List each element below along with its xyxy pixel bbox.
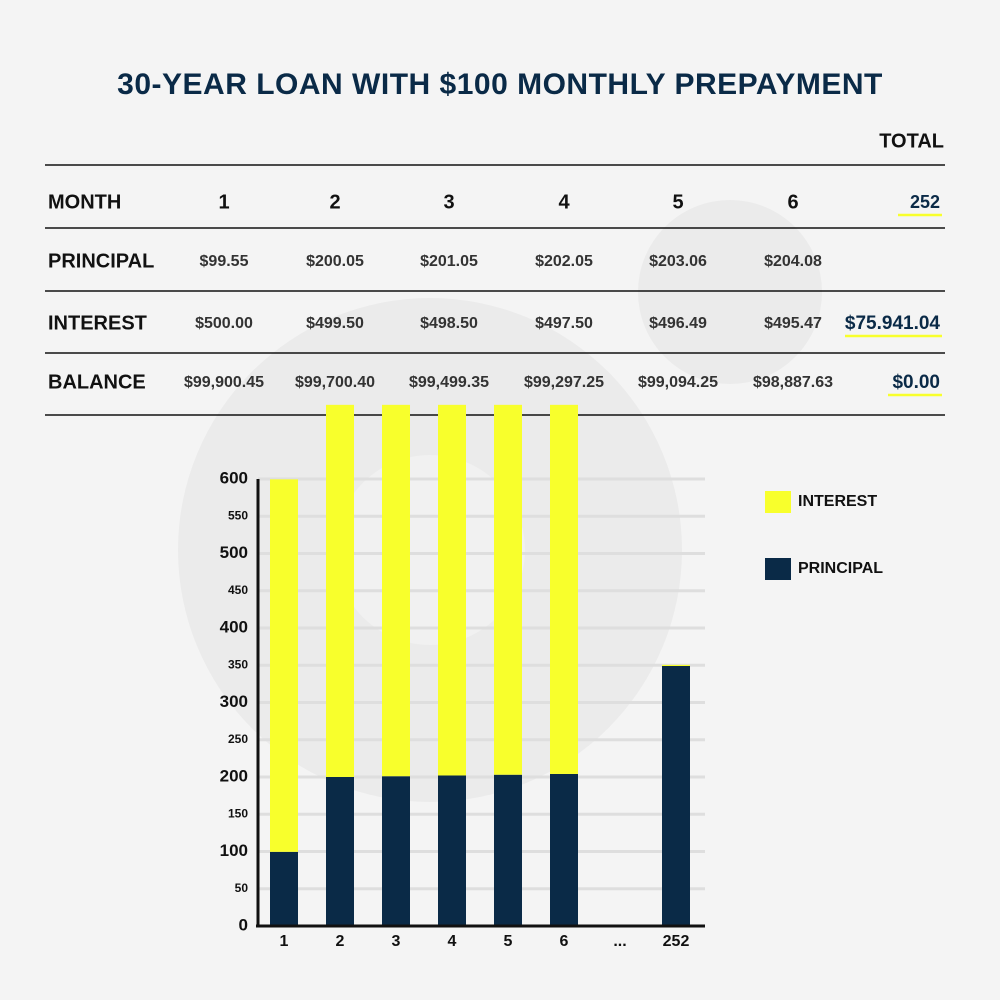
cell: $201.05	[420, 253, 478, 270]
y-tick-label: 350	[228, 657, 248, 671]
y-tick-label: 150	[228, 806, 248, 820]
x-tick-label: 6	[560, 933, 569, 950]
y-tick-label: 500	[220, 543, 248, 562]
total-header: TOTAL	[879, 130, 944, 152]
bar-segment	[662, 665, 690, 926]
cell: $98,887.63	[753, 374, 833, 391]
legend-swatch	[765, 558, 791, 580]
total: $75.941.04	[845, 313, 941, 334]
cell: $99.55	[200, 253, 249, 270]
x-tick-label: 3	[392, 933, 401, 950]
cell: $99,900.45	[184, 374, 264, 391]
total: $0.00	[892, 372, 940, 393]
y-tick-label: 50	[235, 881, 249, 895]
y-tick-label: 450	[228, 583, 248, 597]
bar-segment	[438, 404, 466, 776]
bar-segment	[382, 776, 410, 926]
bar-segment	[550, 404, 578, 774]
cell: 2	[329, 191, 340, 213]
cell: $204.08	[764, 253, 822, 270]
cell: $99,499.35	[409, 374, 489, 391]
y-tick-label: 300	[220, 692, 248, 711]
y-tick-label: 100	[220, 841, 248, 860]
x-tick-label: ...	[613, 933, 626, 950]
cell: 6	[787, 191, 798, 213]
cell: $99,297.25	[524, 374, 604, 391]
bar-segment	[326, 404, 354, 777]
cell: $202.05	[535, 253, 593, 270]
row-label: BALANCE	[48, 371, 146, 393]
cell: 4	[558, 191, 570, 213]
y-tick-label: 200	[220, 766, 248, 785]
cell: $495.47	[764, 315, 822, 332]
decor-circle	[638, 200, 822, 384]
row-label: MONTH	[48, 191, 121, 213]
bar-segment	[494, 774, 522, 926]
x-tick-label: 4	[448, 933, 457, 950]
bar-segment	[326, 776, 354, 926]
y-tick-label: 0	[239, 915, 248, 934]
y-tick-label: 600	[220, 468, 248, 487]
cell: 1	[218, 191, 229, 213]
y-tick-label: 400	[220, 617, 248, 636]
bar-segment	[270, 851, 298, 926]
cell: $203.06	[649, 253, 707, 270]
cell: $200.05	[306, 253, 364, 270]
cell: $500.00	[195, 315, 253, 332]
x-tick-label: 5	[504, 933, 513, 950]
x-tick-label: 1	[280, 933, 289, 950]
row-label: PRINCIPAL	[48, 250, 154, 272]
row-label: INTEREST	[48, 312, 147, 334]
cell: $497.50	[535, 315, 593, 332]
bar-segment	[438, 775, 466, 926]
title: 30-YEAR LOAN WITH $100 MONTHLY PREPAYMEN…	[117, 68, 883, 101]
legend-label: PRINCIPAL	[798, 560, 883, 577]
x-tick-label: 2	[336, 933, 345, 950]
y-tick-label: 550	[228, 508, 248, 522]
bar-segment	[550, 773, 578, 926]
y-tick-label: 250	[228, 732, 248, 746]
bar-segment	[662, 664, 690, 666]
total: 252	[910, 192, 940, 212]
cell: $99,094.25	[638, 374, 718, 391]
cell: $496.49	[649, 315, 707, 332]
legend-swatch	[765, 491, 791, 513]
cell: $99,700.40	[295, 374, 375, 391]
legend-label: INTEREST	[798, 493, 877, 510]
bar-segment	[270, 479, 298, 852]
x-tick-label: 252	[663, 933, 690, 950]
bar-segment	[382, 404, 410, 777]
cell: 3	[443, 191, 454, 213]
bar-segment	[494, 404, 522, 775]
cell: $498.50	[420, 315, 478, 332]
cell: $499.50	[306, 315, 364, 332]
cell: 5	[672, 191, 683, 213]
